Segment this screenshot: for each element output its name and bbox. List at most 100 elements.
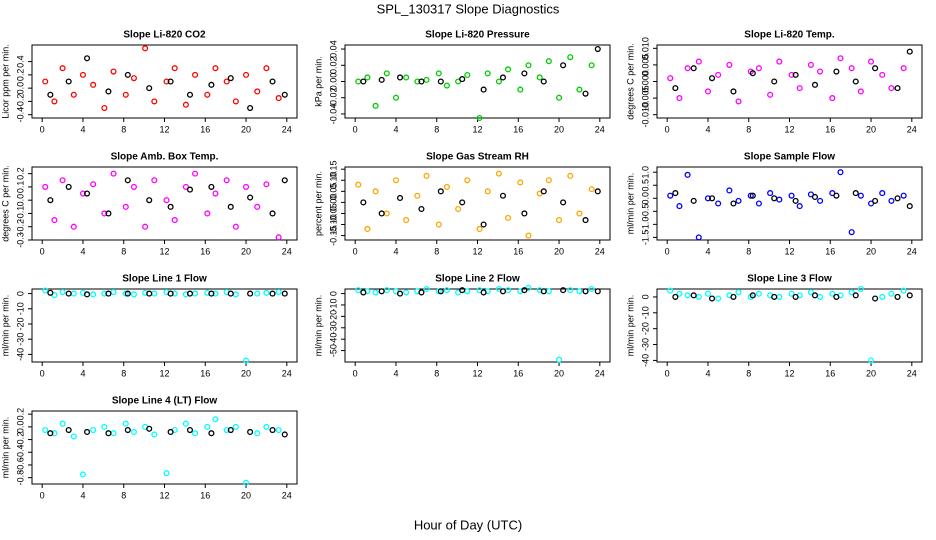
y-axis-label: ml/min per min. xyxy=(313,295,323,357)
y-tick-label: 0.5 xyxy=(640,179,650,192)
point xyxy=(192,170,199,177)
y-tick-label: 0.2 xyxy=(15,69,25,82)
y-tick-label: 0.00 xyxy=(328,194,338,212)
x-tick-label: 8 xyxy=(746,246,751,256)
point xyxy=(47,197,54,204)
point xyxy=(167,78,174,85)
point xyxy=(42,426,49,434)
point xyxy=(867,200,875,207)
point xyxy=(499,192,507,199)
point xyxy=(275,234,282,241)
point xyxy=(51,217,58,224)
point xyxy=(242,71,250,78)
point xyxy=(90,181,97,188)
point xyxy=(70,290,77,297)
point xyxy=(792,197,799,204)
x-tick-label: 4 xyxy=(393,246,398,256)
panel-title: Slope Gas Stream RH xyxy=(426,152,529,163)
point xyxy=(254,430,261,437)
point xyxy=(269,210,276,217)
point xyxy=(900,192,907,199)
point xyxy=(392,177,400,184)
point xyxy=(435,70,442,77)
point xyxy=(594,188,601,195)
point xyxy=(833,192,840,199)
panel: Slope Li-820 Temp. degrees C per min. 0 4 8 1… xyxy=(625,30,923,134)
point xyxy=(51,430,58,437)
point xyxy=(576,86,583,93)
point xyxy=(65,290,72,297)
point xyxy=(223,177,230,184)
y-tick-label: -10 xyxy=(15,302,25,315)
point xyxy=(749,292,756,299)
panel-title: Slope Li-820 CO2 xyxy=(123,30,206,41)
y-axis-label: ml/min per min. xyxy=(0,417,10,479)
panel: Slope Gas Stream RH percent per min. 0 4 8 12… xyxy=(313,152,611,256)
point xyxy=(122,420,129,427)
x-tick-label: 4 xyxy=(705,368,710,378)
point xyxy=(79,71,87,78)
x-tick-label: 12 xyxy=(159,124,169,134)
point xyxy=(105,88,112,95)
point xyxy=(857,88,864,95)
point xyxy=(715,200,722,207)
point xyxy=(355,181,362,188)
point xyxy=(378,288,385,295)
plot-frame xyxy=(656,44,923,119)
x-tick-label: 4 xyxy=(393,124,398,134)
point xyxy=(208,430,215,437)
point xyxy=(747,192,754,199)
point xyxy=(792,71,799,78)
point xyxy=(59,177,66,184)
point xyxy=(480,221,487,228)
point xyxy=(418,289,425,296)
point xyxy=(767,190,774,197)
y-tick-label: -50 xyxy=(328,344,338,357)
panel-title: Slope Amb. Box Temp. xyxy=(111,152,219,163)
panel: Slope Line 3 Flow ml/min per min. 0 4 8 12 16 2… xyxy=(625,274,923,378)
point xyxy=(894,195,901,202)
point xyxy=(151,290,158,297)
point xyxy=(857,192,864,199)
point xyxy=(70,91,77,98)
point xyxy=(146,197,153,204)
point xyxy=(122,91,129,98)
point xyxy=(227,290,234,297)
point xyxy=(792,293,799,300)
plot-frame xyxy=(31,288,298,363)
point xyxy=(242,479,250,486)
point xyxy=(79,190,87,197)
point xyxy=(171,290,178,297)
point xyxy=(582,217,589,224)
point xyxy=(355,78,362,85)
point xyxy=(715,295,722,302)
point xyxy=(146,290,153,297)
point xyxy=(788,71,795,78)
point xyxy=(355,287,362,294)
x-tick-label: 16 xyxy=(200,124,210,134)
point xyxy=(167,203,174,210)
point xyxy=(730,200,737,207)
point xyxy=(807,61,814,68)
point xyxy=(464,177,471,184)
point xyxy=(70,223,77,230)
x-tick-label: 0 xyxy=(40,368,45,378)
point xyxy=(90,291,97,298)
point xyxy=(186,91,194,98)
point xyxy=(65,183,72,190)
point xyxy=(254,290,261,297)
x-tick-label: 24 xyxy=(595,368,605,378)
point xyxy=(567,54,574,61)
point xyxy=(829,95,836,102)
point xyxy=(545,58,552,65)
point xyxy=(672,85,679,92)
y-tick-label: 0.05 xyxy=(328,183,338,201)
panel-title: Slope Line 2 Flow xyxy=(435,274,520,285)
point xyxy=(378,210,385,217)
y-tick-label: -0.2 xyxy=(15,432,25,448)
point xyxy=(829,190,836,197)
x-tick-label: 16 xyxy=(825,124,835,134)
y-axis-label: ml/min per min. xyxy=(625,295,635,357)
point xyxy=(130,75,137,82)
